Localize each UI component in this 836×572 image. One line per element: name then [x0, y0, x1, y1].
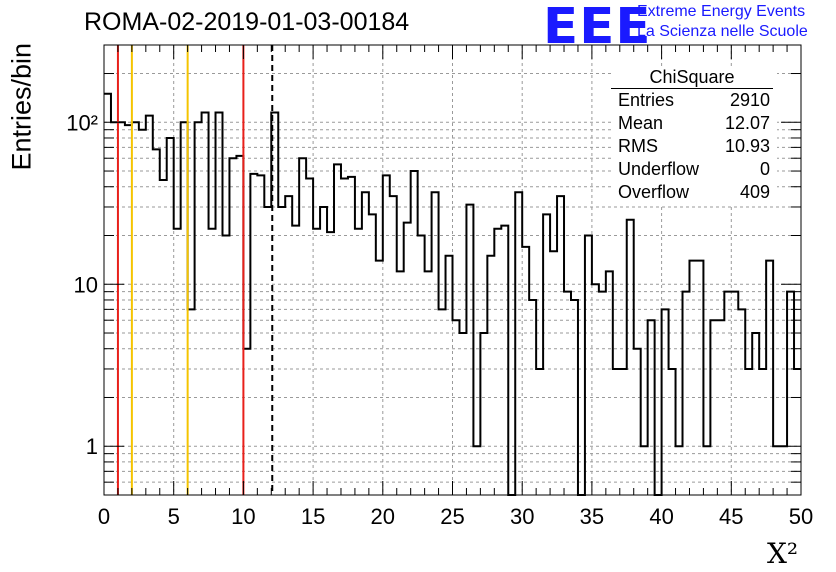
histogram-series [104, 92, 801, 496]
stat-row-rms: RMS 10.93 [611, 135, 777, 158]
x-tick-label: 10 [231, 504, 255, 529]
x-tick-label: 20 [371, 504, 395, 529]
x-tick-label: 15 [301, 504, 325, 529]
x-tick-label: 40 [649, 504, 673, 529]
stat-label: Underflow [618, 159, 700, 179]
y-axis-label: Entries/bin [6, 42, 37, 171]
stat-value: 0 [759, 159, 770, 179]
stats-box: ChiSquare Entries 2910 Mean 12.07 RMS 10… [611, 66, 777, 204]
histogram-outline [104, 92, 801, 496]
stat-row-underflow: Underflow 0 [611, 158, 777, 181]
x-tick-label: 25 [440, 504, 464, 529]
x-tick-labels: 0 5 10 15 20 25 30 35 40 45 50 [98, 504, 813, 529]
eee-logo: EEE [543, 0, 652, 55]
stat-label: Entries [618, 90, 675, 110]
x-tick-label: 35 [580, 504, 604, 529]
x-tick-label: 30 [510, 504, 534, 529]
stat-value: 409 [739, 182, 770, 202]
stat-label: Mean [618, 113, 664, 133]
x-tick-label: 0 [98, 504, 110, 529]
x-axis-label: X² [767, 537, 799, 570]
reference-lines [116, 45, 274, 495]
org-name-line1: Extreme Energy Events [637, 3, 806, 20]
stat-row-overflow: Overflow 409 [611, 181, 777, 204]
y-tick-label: 10 [74, 272, 98, 297]
chart-title: ROMA-02-2019-01-03-00184 [84, 8, 410, 36]
stat-label: Overflow [618, 182, 690, 202]
stat-value: 2910 [729, 90, 770, 110]
stat-label: RMS [618, 136, 658, 156]
stats-title: ChiSquare [611, 66, 773, 89]
x-tick-label: 50 [789, 504, 813, 529]
x-tick-label: 45 [719, 504, 743, 529]
y-tick-label: 10² [66, 110, 98, 135]
axis-ticks [103, 44, 802, 496]
y-tick-label: 1 [86, 434, 98, 459]
org-name-line2: La Scienza nelle Scuole [637, 23, 808, 40]
stat-row-entries: Entries 2910 [611, 89, 777, 112]
stat-value: 12.07 [724, 113, 770, 133]
y-tick-labels: 1 10 10² [66, 110, 98, 459]
stat-value: 10.93 [724, 136, 770, 156]
stat-row-mean: Mean 12.07 [611, 112, 777, 135]
x-tick-label: 5 [168, 504, 180, 529]
